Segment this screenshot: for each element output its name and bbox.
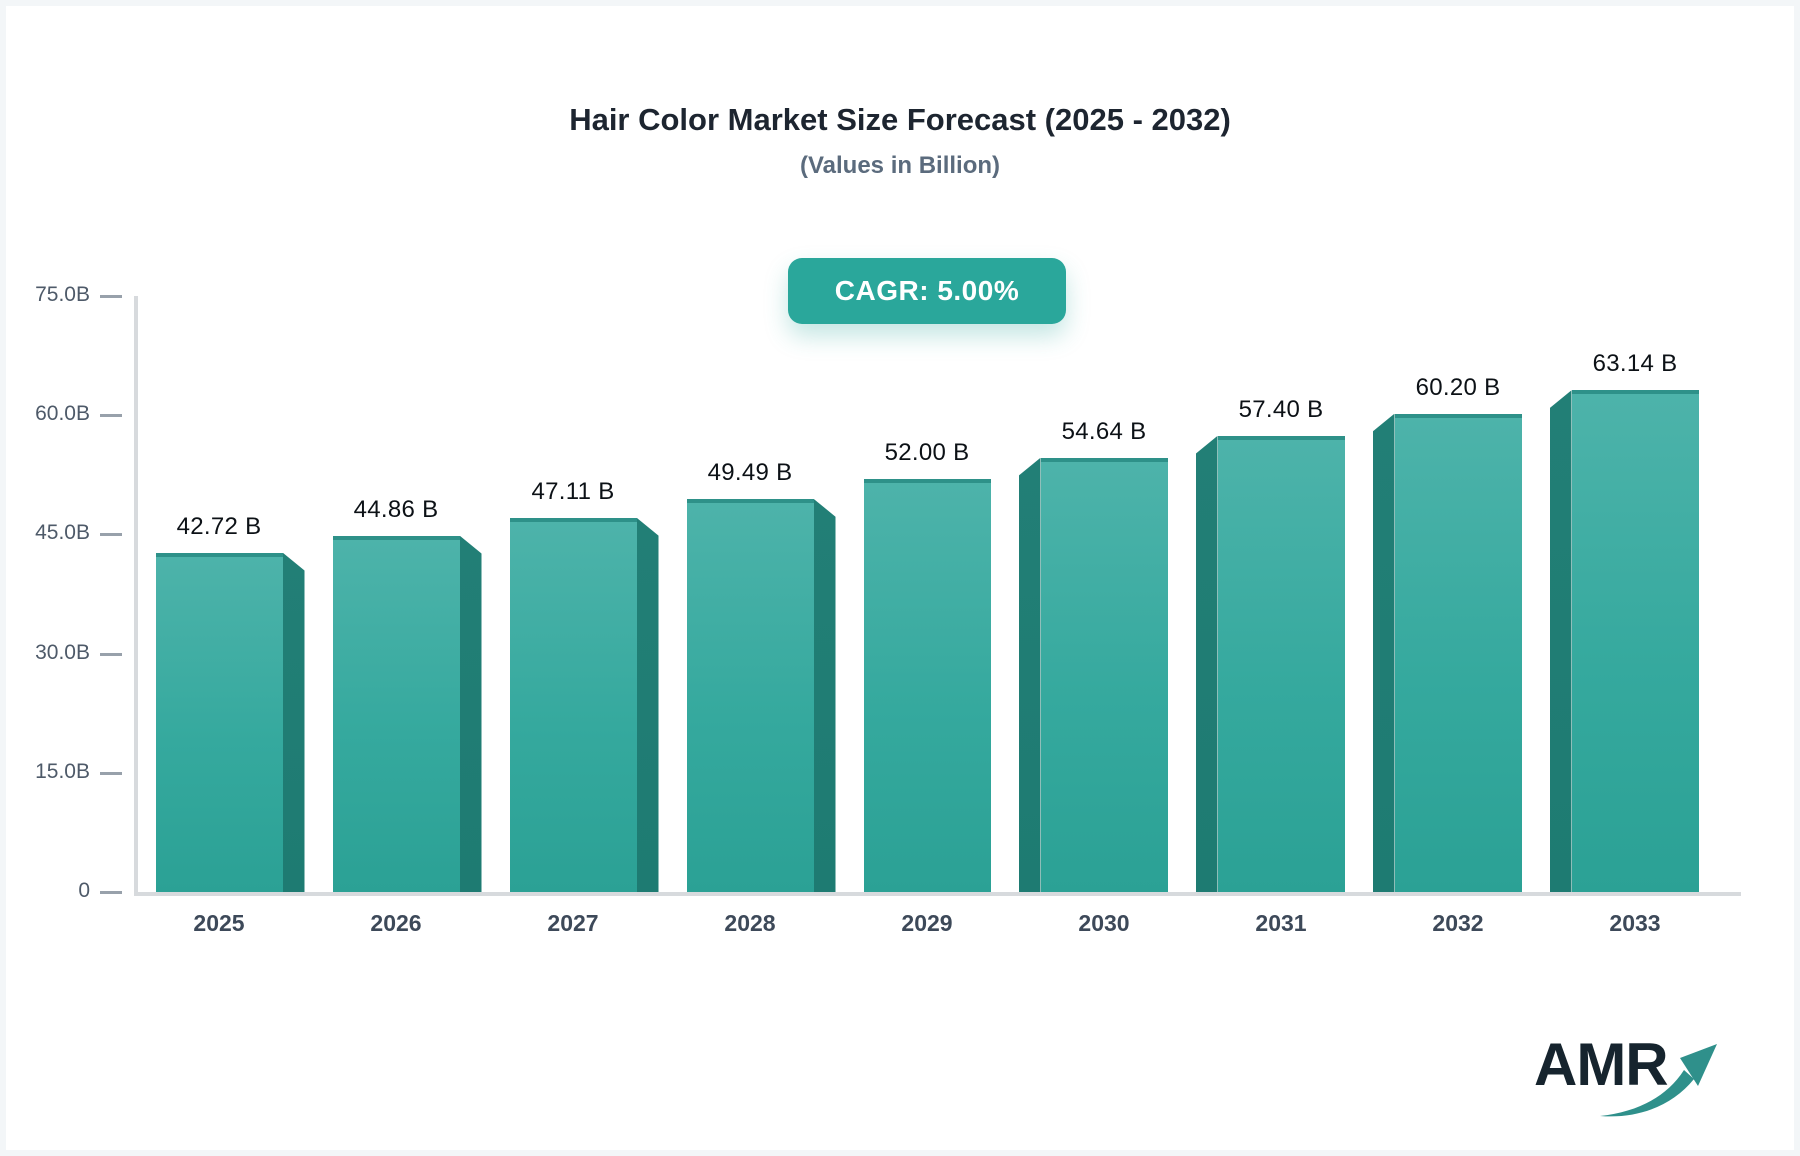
x-axis-line [134,892,1741,896]
cagr-badge: CAGR: 5.00% [788,258,1066,324]
bar-2033[interactable] [1571,390,1699,892]
bar-2030[interactable] [1040,457,1168,892]
x-axis-label-2027: 2027 [547,910,599,936]
y-tick-label: 15.0B [35,759,90,783]
bar-side-3d [1018,457,1041,892]
bar-2031[interactable] [1217,435,1345,892]
bar-side-3d [1372,413,1395,892]
x-axis-label-2025: 2025 [193,910,245,936]
y-tick-label: 0 [78,879,90,902]
bar-2027[interactable] [509,517,637,892]
x-axis-label-2032: 2032 [1432,910,1484,936]
y-tick-dash [100,652,122,656]
bar-value-label: 54.64 B [1061,417,1147,445]
bar-2029[interactable] [863,478,991,892]
amr-logo-text: AMR [1534,1031,1669,1098]
chart-subtitle: (Values in Billion) [799,152,1001,179]
x-axis-label-2026: 2026 [370,910,422,936]
x-axis-label-2030: 2030 [1078,910,1130,936]
bar-value-label: 47.11 B [531,477,615,505]
bar-2026[interactable] [332,535,460,892]
x-axis-label-2033: 2033 [1609,910,1661,936]
bar-value-label: 49.49 B [707,458,793,486]
bar-2032[interactable] [1394,413,1522,892]
y-tick-dash [100,533,122,537]
bar-value-label: 44.86 B [353,495,439,523]
bar-2028[interactable] [686,498,814,892]
y-tick-label: 75.0B [35,283,90,306]
bar-value-label: 57.40 B [1238,395,1324,423]
bar-value-label: 60.20 B [1415,373,1501,401]
bar-chart: 0 15.0B 30.0B 45.0B 60.0B 75.0B 42.72 B 2025 44.… [6,6,1800,1156]
y-tick-dash [100,771,122,775]
y-tick-dash [100,295,122,298]
bar-side-3d [459,535,482,892]
y-axis-line [134,296,138,896]
bar-value-label: 52.00 B [884,438,970,466]
y-tick-label: 30.0B [35,640,90,664]
bar-2025[interactable] [155,552,283,892]
chart-panel: Hair Color Market Size Forecast (2025 - … [6,6,1794,1150]
chart-title: Hair Color Market Size Forecast (2025 - … [569,102,1231,137]
x-axis-label-2031: 2031 [1255,910,1307,936]
bar-value-label: 63.14 B [1592,350,1678,378]
x-axis-label-2028: 2028 [724,910,776,936]
bar-side-3d [636,517,659,892]
x-axis-label-2029: 2029 [901,910,953,936]
y-tick-dash [100,891,122,894]
bar-side-3d [282,552,305,892]
bar-side-3d [1549,390,1572,892]
bar-side-3d [813,498,836,892]
y-tick-label: 45.0B [35,521,90,545]
y-tick-dash [100,414,122,418]
bar-value-label: 42.72 B [176,512,262,540]
y-tick-label: 60.0B [35,402,90,426]
amr-logo[interactable]: AMR [1534,1030,1724,1126]
bar-side-3d [1195,435,1218,892]
